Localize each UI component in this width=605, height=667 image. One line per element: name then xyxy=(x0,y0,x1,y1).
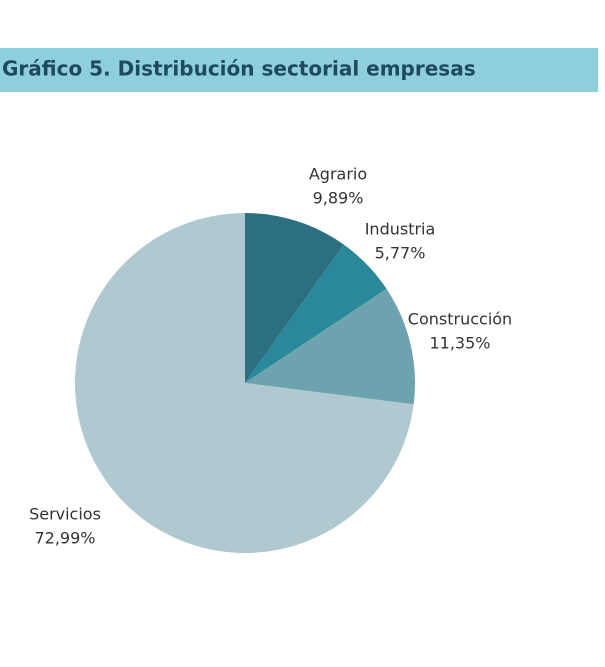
pie-slice xyxy=(245,288,415,405)
value-label: 5,77% xyxy=(375,244,426,263)
value-label: 72,99% xyxy=(34,529,95,548)
pie-slice xyxy=(245,213,344,383)
pie-slice xyxy=(75,213,414,554)
chart-title: Gráfico 5. Distribución sectorial empres… xyxy=(2,57,476,81)
title-bar xyxy=(0,48,598,92)
value-label: 11,35% xyxy=(429,334,490,353)
slice-label: Agrario xyxy=(309,165,367,184)
slice-label: Industria xyxy=(365,220,436,239)
slice-label: Servicios xyxy=(29,505,101,524)
slice-label: Construcción xyxy=(408,310,512,329)
pie-slice xyxy=(245,244,387,383)
value-label: 9,89% xyxy=(313,189,364,208)
